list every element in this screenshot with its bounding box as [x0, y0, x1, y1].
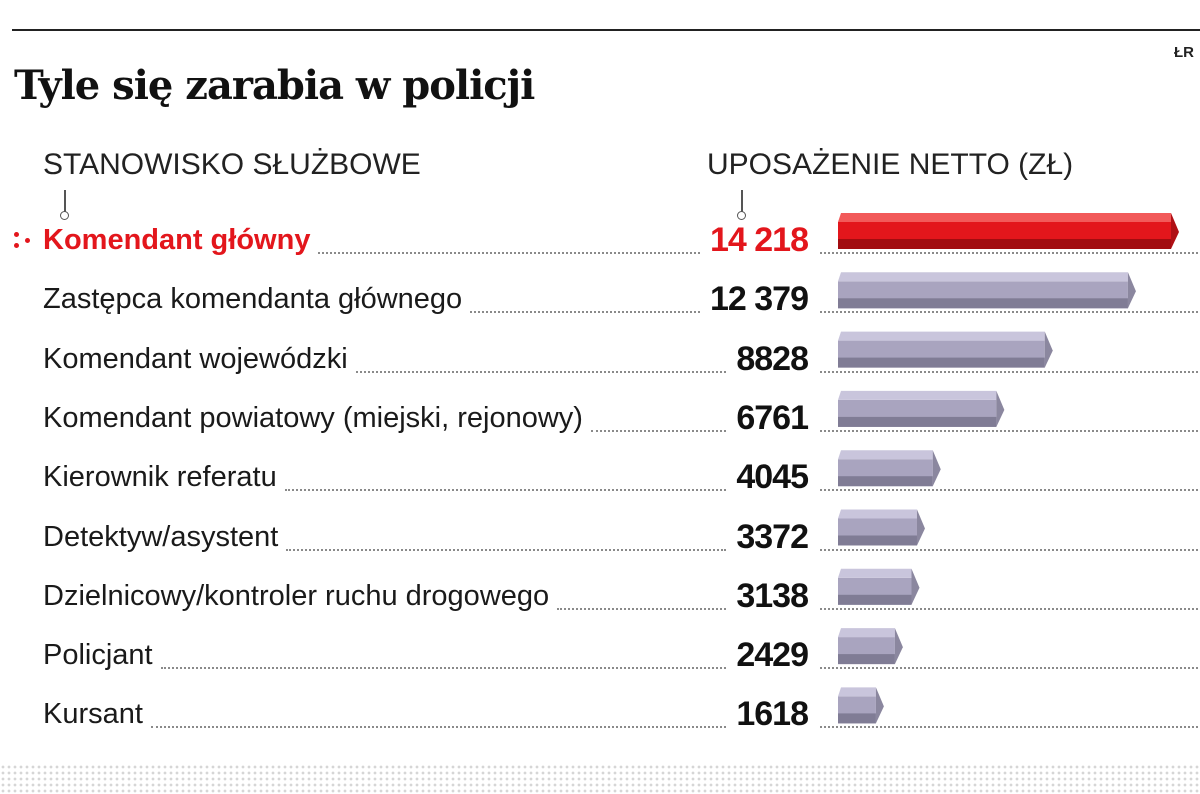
value-label: 8828 — [736, 339, 809, 378]
bar — [838, 331, 1053, 368]
top-rule — [12, 29, 1200, 31]
category-label: Policjant — [43, 639, 153, 672]
category-label: Zastępca komendanta głównego — [43, 283, 463, 316]
column-header-salary: UPOSAŻENIE NETTO (ZŁ) — [707, 148, 1074, 181]
leader-dots — [591, 429, 726, 432]
column-header-position: STANOWISKO SŁUŻBOWE — [43, 148, 421, 181]
bar — [838, 390, 1005, 427]
bar — [838, 687, 884, 724]
value-label: 2429 — [736, 636, 809, 675]
leader-dots — [151, 726, 726, 729]
category-label: Dzielnicowy/kontroler ruchu drogowego — [43, 579, 550, 612]
leader-dots — [820, 607, 1198, 610]
value-label: 14 218 — [710, 221, 809, 259]
leader-dots — [318, 252, 700, 254]
leader-dots — [470, 311, 700, 314]
bar — [838, 628, 903, 665]
bar — [838, 272, 1136, 309]
leader-dots — [820, 252, 1198, 254]
value-label: 1618 — [736, 695, 809, 734]
value-label: 6761 — [736, 398, 809, 437]
category-label: Kursant — [43, 698, 143, 731]
leader-dots — [286, 548, 726, 551]
category-label: Komendant wojewódzki — [43, 342, 348, 375]
value-label: 3138 — [736, 576, 809, 615]
leader-dots — [557, 607, 726, 610]
bottom-dot-pattern — [0, 764, 1200, 794]
bar — [838, 568, 920, 605]
credit: ŁR — [1174, 44, 1194, 61]
leader-dots — [820, 489, 1198, 492]
highlight-marker-icon — [8, 226, 38, 256]
value-label: 4045 — [736, 458, 809, 497]
category-label: Kierownik referatu — [43, 461, 277, 494]
bar — [838, 213, 1179, 249]
category-label: Komendant główny — [43, 224, 311, 256]
leader-dots — [820, 429, 1198, 432]
leader-dots — [820, 726, 1198, 729]
category-label: Komendant powiatowy (miejski, rejonowy) — [43, 401, 583, 434]
pointer-icon-salary — [737, 190, 746, 220]
leader-dots — [820, 311, 1198, 314]
leader-dots — [820, 370, 1198, 373]
chart-title: Tyle się zarabia w policji — [14, 62, 535, 109]
leader-dots — [356, 370, 726, 373]
bar — [838, 509, 925, 546]
pointer-icon-position — [60, 190, 69, 220]
leader-dots — [820, 548, 1198, 551]
leader-dots — [285, 489, 726, 492]
value-label: 3372 — [736, 517, 809, 556]
bar — [838, 450, 941, 487]
leader-dots — [161, 667, 726, 670]
category-label: Detektyw/asystent — [43, 520, 279, 553]
leader-dots — [820, 667, 1198, 670]
value-label: 12 379 — [710, 280, 809, 319]
